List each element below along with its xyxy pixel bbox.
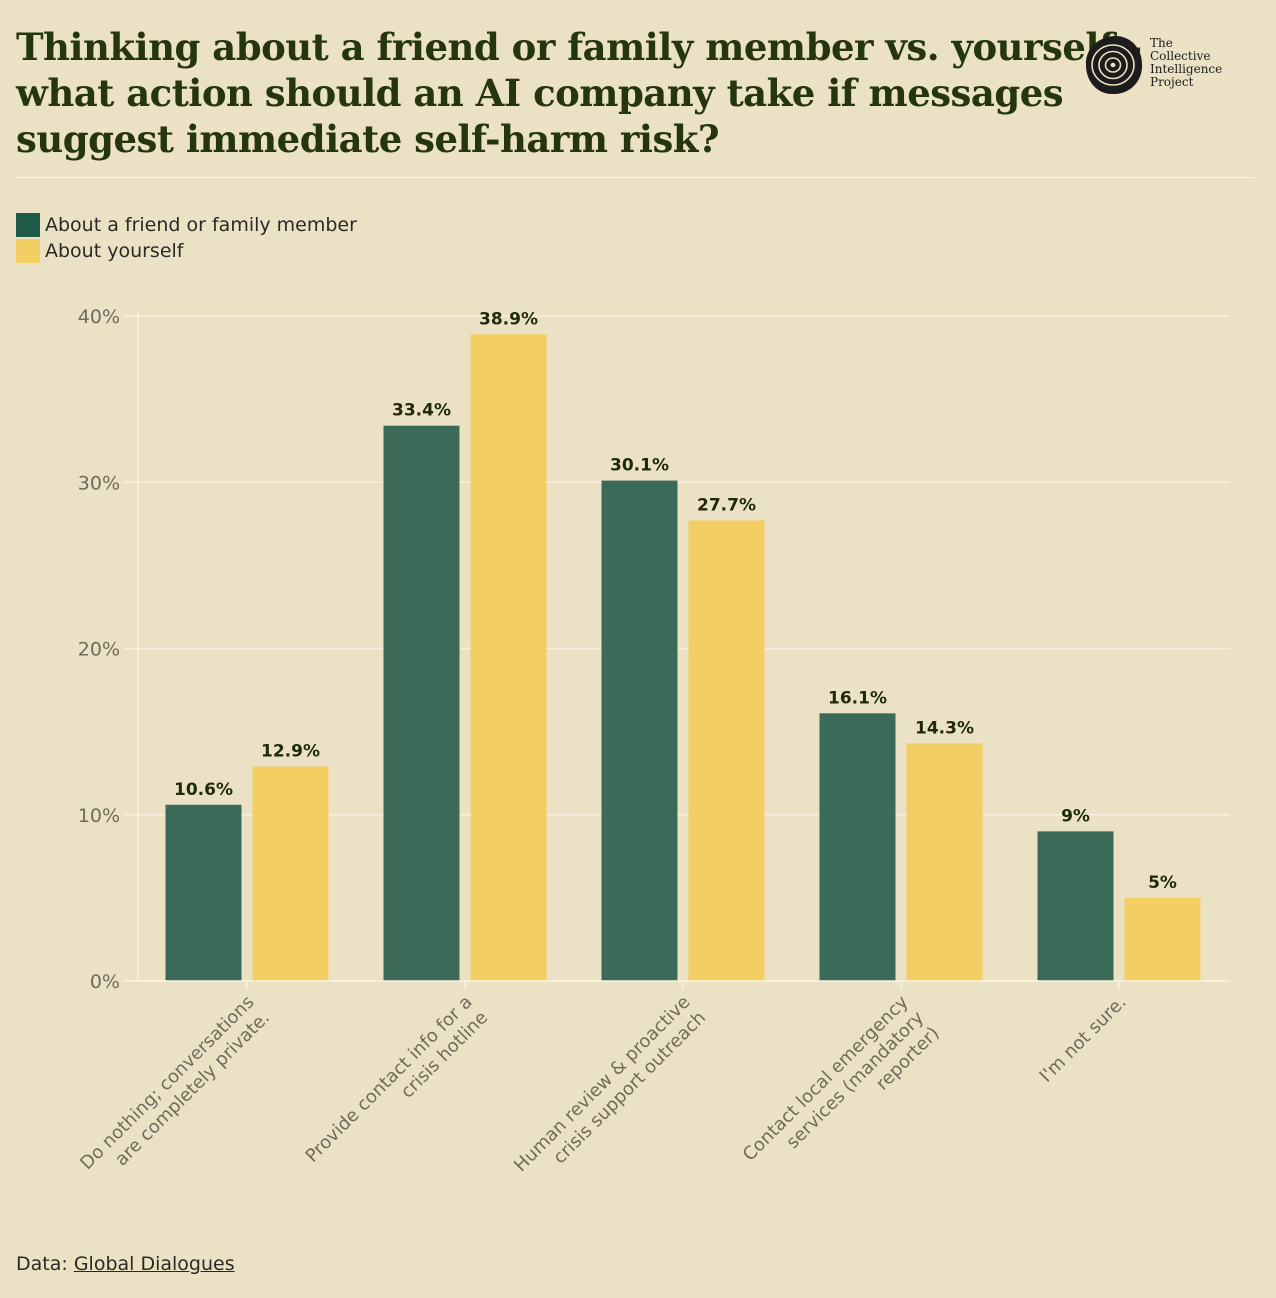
logo-line: Intelligence bbox=[1150, 62, 1223, 76]
header-divider bbox=[16, 177, 1254, 178]
x-tick-label-line: Do nothing; conversations bbox=[76, 992, 258, 1174]
chart-title: Thinking about a friend or family member… bbox=[16, 24, 1142, 162]
bar-yourself bbox=[252, 766, 329, 981]
y-tick-label: 20% bbox=[78, 639, 120, 661]
global-dialogues-link[interactable]: Global Dialogues bbox=[73, 1253, 235, 1275]
bar-value-label: 38.9% bbox=[479, 309, 538, 329]
y-tick-label: 40% bbox=[78, 306, 120, 328]
legend-item-yourself: About yourself bbox=[16, 238, 357, 264]
bar-yourself bbox=[470, 334, 547, 982]
chart-title-line-2: what action should an AI company take if… bbox=[16, 71, 1064, 115]
bar-friend bbox=[601, 480, 678, 981]
x-tick-label-line: services (mandatory bbox=[782, 1007, 928, 1153]
legend-label-friend: About a friend or family member bbox=[45, 214, 357, 236]
bar-yourself bbox=[1124, 897, 1201, 981]
bar-value-label: 12.9% bbox=[261, 742, 320, 762]
collective-intelligence-logo: The Collective Intelligence Project bbox=[1084, 34, 1264, 98]
data-labels: 10.6% 12.9% 33.4% 38.9% 30.1% 27.7% 16.1% 14.3%… bbox=[174, 309, 1177, 893]
logo-line: Collective bbox=[1150, 49, 1211, 63]
bar-value-label: 9% bbox=[1061, 806, 1090, 826]
legend-swatch-yourself bbox=[16, 239, 40, 263]
chart-title-line-1: Thinking about a friend or family member… bbox=[16, 25, 1142, 69]
legend: About a friend or family member About yo… bbox=[16, 212, 357, 264]
x-tick-label-line: Human review & proactive bbox=[510, 992, 694, 1176]
bar-value-label: 14.3% bbox=[915, 718, 974, 738]
legend-item-friend: About a friend or family member bbox=[16, 212, 357, 238]
legend-label-yourself: About yourself bbox=[45, 240, 184, 262]
x-tick-label-line: I'm not sure. bbox=[1036, 992, 1131, 1087]
y-tick-label: 10% bbox=[78, 805, 120, 827]
bars bbox=[165, 334, 1201, 982]
logo-line: The bbox=[1150, 36, 1173, 50]
tree-rings-icon bbox=[1085, 35, 1143, 95]
bar-yourself bbox=[906, 743, 983, 981]
bar-value-label: 16.1% bbox=[828, 688, 887, 708]
bar-value-label: 5% bbox=[1148, 873, 1177, 893]
bar-value-label: 27.7% bbox=[697, 495, 756, 515]
logo-text: The Collective Intelligence Project bbox=[1150, 37, 1222, 89]
bar-value-label: 33.4% bbox=[392, 401, 451, 421]
x-tick-label-line: crisis support outreach bbox=[549, 1007, 710, 1168]
bar-value-label: 10.6% bbox=[174, 780, 233, 800]
x-tick-label-line: are completely private. bbox=[111, 1007, 274, 1170]
bar-friend bbox=[383, 425, 460, 982]
bar-friend bbox=[819, 713, 896, 981]
bar-friend bbox=[165, 804, 242, 981]
y-tick-label: 30% bbox=[78, 472, 120, 494]
bar-value-label: 30.1% bbox=[610, 456, 669, 476]
bar-friend bbox=[1037, 831, 1114, 981]
bar-yourself bbox=[688, 520, 765, 981]
data-source: Data: Global Dialogues bbox=[16, 1253, 235, 1275]
x-tick-label-line: Provide contact info for a bbox=[302, 992, 477, 1167]
y-tick-label: 0% bbox=[90, 971, 120, 993]
chart-title-line-3: suggest immediate self-harm risk? bbox=[16, 117, 720, 161]
logo-line: Project bbox=[1150, 75, 1194, 89]
legend-swatch-friend bbox=[16, 213, 40, 237]
x-tick-label: I'm not sure. bbox=[1036, 992, 1131, 1087]
data-source-prefix: Data: bbox=[16, 1253, 74, 1275]
bar-chart: 0% 10% 20% 30% 40% Do nothing; conversationsa… bbox=[76, 306, 1230, 1176]
